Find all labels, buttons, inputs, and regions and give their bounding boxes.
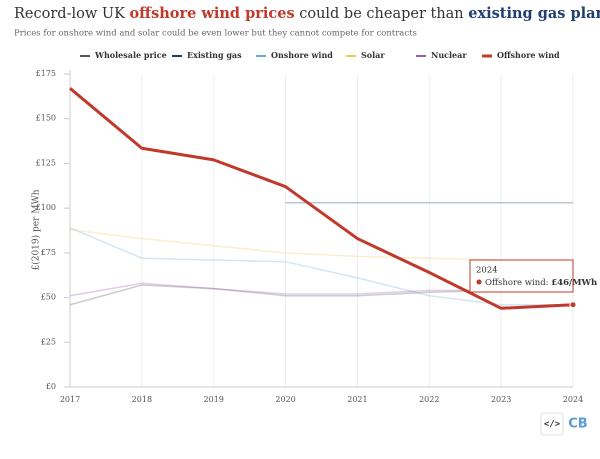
series-line — [69, 87, 574, 310]
title-segment: could be cheaper than — [295, 6, 469, 22]
x-tick-label: 2018 — [132, 395, 152, 404]
chart-subtitle: Prices for onshore wind and solar could … — [14, 29, 417, 39]
tooltip-label: Offshore wind: — [485, 278, 551, 288]
tooltip-dot — [476, 279, 482, 285]
legend-label: Onshore wind — [271, 50, 333, 60]
series-line — [69, 282, 502, 297]
y-tick-label: £125 — [36, 158, 56, 167]
legend-label: Offshore wind — [497, 50, 560, 60]
series-line — [69, 228, 574, 263]
x-tick-label: 2017 — [60, 395, 80, 404]
x-tick-label: 2020 — [275, 395, 295, 404]
y-tick-label: £50 — [41, 293, 56, 302]
y-axis-label: £(2019) per MWh — [31, 189, 42, 270]
y-tick-label: £75 — [41, 248, 56, 257]
y-tick-label: £25 — [41, 337, 56, 346]
embed-button[interactable] — [540, 412, 564, 436]
y-tick-label: £150 — [36, 114, 56, 123]
tooltip-value: £46/MWh — [551, 278, 597, 288]
tooltip-text: Offshore wind: £46/MWh — [485, 278, 597, 288]
x-tick-label: 2024 — [563, 395, 583, 404]
legend-label: Wholesale price — [94, 50, 167, 60]
y-tick-label: £175 — [36, 69, 56, 78]
title-segment: Record-low UK — [14, 6, 130, 22]
legend-label: Solar — [361, 50, 385, 60]
x-tick-label: 2021 — [347, 395, 367, 404]
logo: CB — [568, 417, 587, 432]
tooltip-box — [469, 259, 574, 293]
title-segment: existing gas plants — [468, 5, 600, 22]
hover-point — [569, 301, 577, 309]
legend-label: Nuclear — [431, 50, 467, 60]
x-tick-label: 2019 — [204, 395, 224, 404]
tooltip: 2024 Offshore wind: £46/MWh — [469, 259, 597, 293]
x-tick-label: 2022 — [419, 395, 439, 404]
tooltip-title: 2024 — [476, 266, 498, 276]
title-segment: offshore wind prices — [130, 5, 295, 22]
embed-icon[interactable]: </> — [544, 420, 561, 430]
legend-label: Existing gas — [187, 50, 242, 60]
chart-title: Record-low UK offshore wind prices could… — [14, 5, 600, 22]
y-tick-label: £100 — [36, 203, 56, 212]
y-tick-label: £0 — [46, 382, 56, 391]
x-tick-label: 2023 — [491, 395, 511, 404]
